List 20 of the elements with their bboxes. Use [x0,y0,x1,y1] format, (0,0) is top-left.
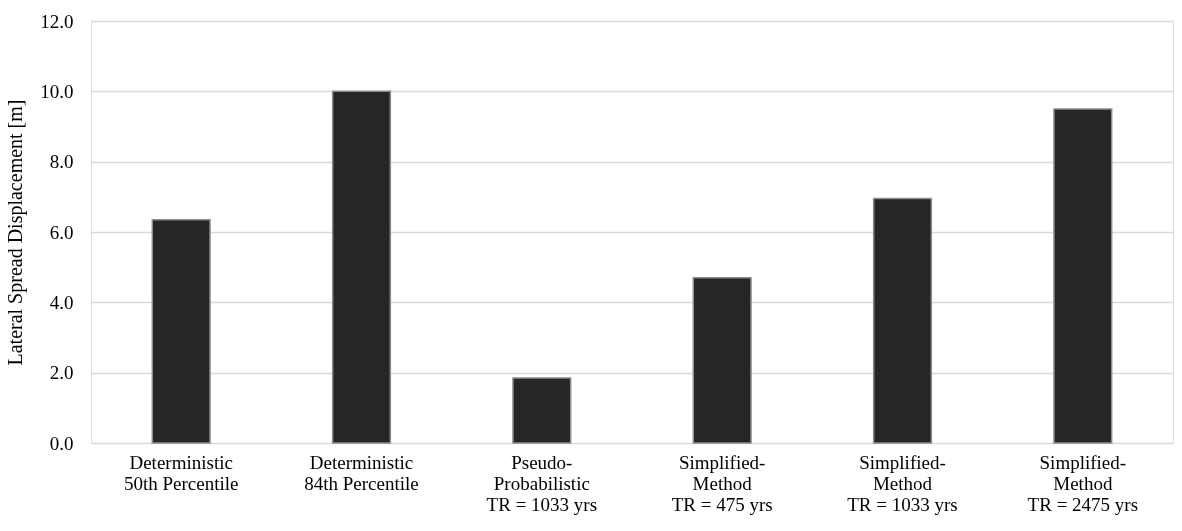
x-tick-label: Simplified- Method TR = 2475 yrs [1027,451,1139,515]
y-tick-label: 0.0 [49,432,74,454]
bar [512,377,572,444]
bar [331,90,392,444]
y-tick-label: 4.0 [49,291,74,313]
x-tick-label: Deterministic 50th Percentile [123,451,239,494]
y-tick-label: 10.0 [40,80,74,102]
x-tick-label: Deterministic 84th Percentile [304,451,419,494]
y-tick-label: 8.0 [49,151,74,173]
y-tick-label: 6.0 [49,221,74,243]
y-tick-label: 2.0 [49,362,74,384]
y-tick-label: 12.0 [40,10,74,32]
bar [1053,108,1113,444]
bar [872,197,933,444]
bar [692,276,752,444]
x-tick-label: Pseudo- Probabilistic TR = 1033 yrs [486,451,598,515]
y-axis-title: Lateral Spread Displacement [m] [4,99,28,366]
x-tick-label: Simplified- Method TR = 475 yrs [671,451,773,515]
bar [151,218,211,444]
x-tick-label: Simplified- Method TR = 1033 yrs [847,451,958,515]
